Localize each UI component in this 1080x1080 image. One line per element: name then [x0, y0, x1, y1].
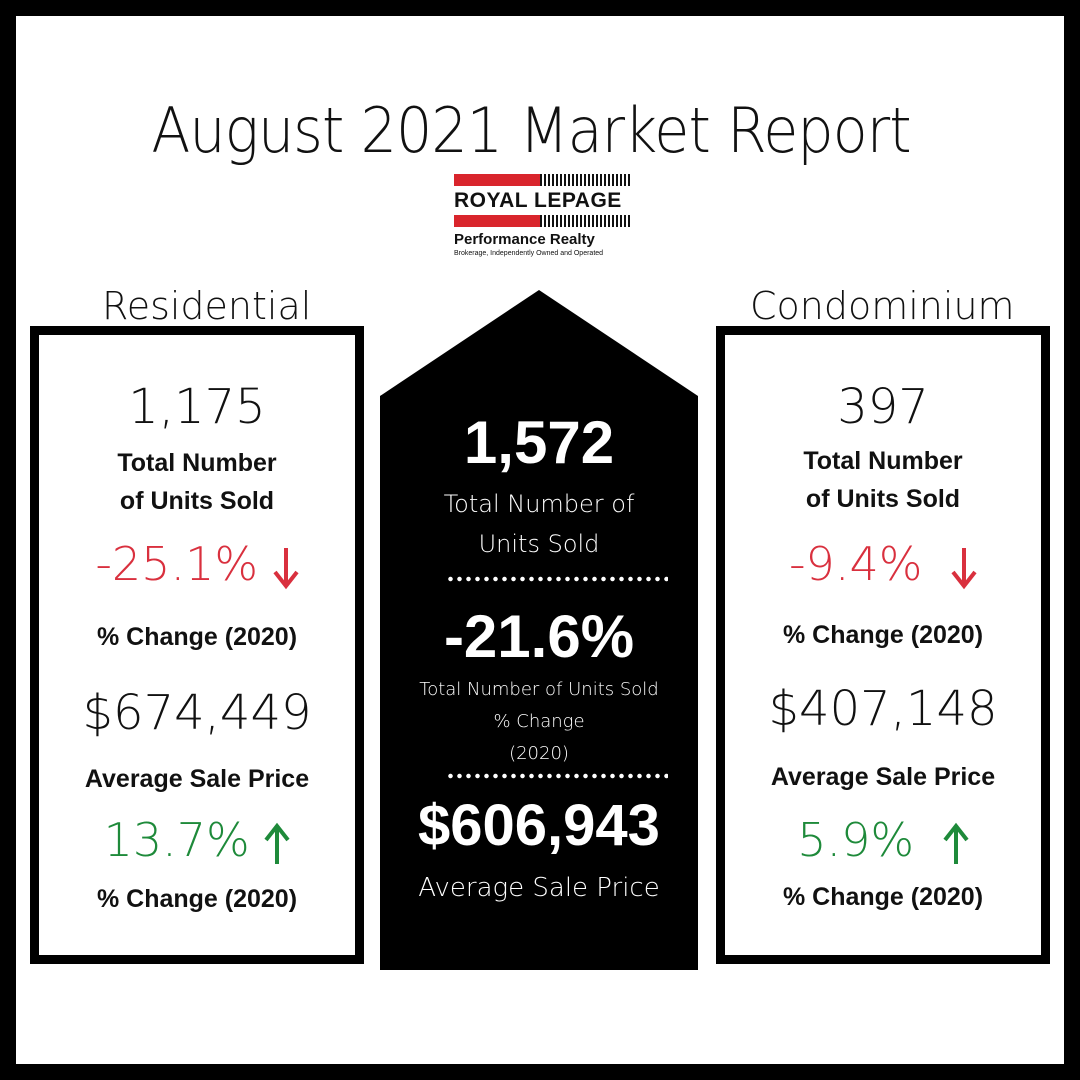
arrow-down-icon: [273, 547, 299, 589]
logo-office: Performance Realty: [454, 231, 595, 248]
overall-house-panel: 1,572 Total Number of Units Sold -21.6% …: [380, 290, 698, 970]
arrow-up-icon: [943, 822, 969, 864]
residential-price-label: Average Sale Price: [84, 765, 310, 793]
page-title: August 2021 Market Report: [151, 94, 911, 167]
residential-units-change-value: -25.1%: [95, 537, 259, 591]
arrow-up-icon: [264, 822, 290, 864]
royal-lepage-logo: ROYAL LEPAGE Performance Realty Brokerag…: [454, 174, 630, 257]
logo-top-bar: [454, 174, 630, 186]
residential-units-change-label: % Change (2020): [96, 623, 298, 651]
overall-units: 1,572: [463, 409, 615, 476]
residential-units: 1,175: [128, 379, 266, 435]
overall-price: $606,943: [418, 793, 660, 858]
residential-price-change: 13.7%: [39, 813, 355, 867]
residential-units-label-2: of Units Sold: [119, 487, 275, 515]
overall-price-label: Average Sale Price: [418, 873, 660, 903]
overall-units-label-2: Units Sold: [478, 530, 600, 558]
condominium-price-change-label: % Change (2020): [782, 883, 984, 911]
arrow-down-icon: [951, 547, 977, 589]
residential-units-change: -25.1%: [39, 537, 355, 591]
residential-card: 1,175 Total Number of Units Sold -25.1% …: [30, 326, 364, 964]
condominium-units-change: -9.4%: [725, 537, 1041, 591]
residential-price-change-value: 13.7%: [103, 813, 250, 867]
residential-price-change-label: % Change (2020): [96, 885, 298, 913]
overall-change-label-2: % Change: [493, 711, 585, 732]
condominium-price-change: 5.9%: [725, 813, 1041, 867]
residential-label: Residential: [102, 284, 312, 328]
condominium-card: 397 Total Number of Units Sold -9.4% % C…: [716, 326, 1050, 964]
condominium-units-label-2: of Units Sold: [805, 485, 961, 513]
logo-tagline: Brokerage, Independently Owned and Opera…: [454, 250, 604, 257]
condominium-price-change-value: 5.9%: [797, 813, 915, 867]
logo-bottom-bar: [454, 215, 630, 227]
condominium-price-label: Average Sale Price: [770, 763, 996, 791]
overall-change-label-3: (2020): [509, 743, 569, 764]
condominium-units-change-value: -9.4%: [788, 537, 923, 591]
residential-price: $674,449: [82, 685, 312, 741]
dotted-divider: [446, 576, 668, 582]
report-canvas: August 2021 Market Report ROYAL LEPAGE P…: [16, 16, 1064, 1064]
condominium-units-change-label: % Change (2020): [782, 621, 984, 649]
house-shape: [380, 290, 698, 970]
overall-units-label-1: Total Number of: [443, 490, 635, 518]
condominium-label: Condominium: [750, 284, 1015, 328]
overall-change: -21.6%: [443, 603, 635, 670]
dotted-divider: [446, 773, 668, 779]
overall-change-label-1: Total Number of Units Sold: [419, 679, 659, 700]
condominium-price: $407,148: [768, 681, 998, 737]
logo-brand: ROYAL LEPAGE: [454, 189, 622, 212]
condominium-units-label-1: Total Number: [803, 447, 963, 475]
condominium-units: 397: [837, 379, 929, 435]
residential-units-label-1: Total Number: [117, 449, 277, 477]
